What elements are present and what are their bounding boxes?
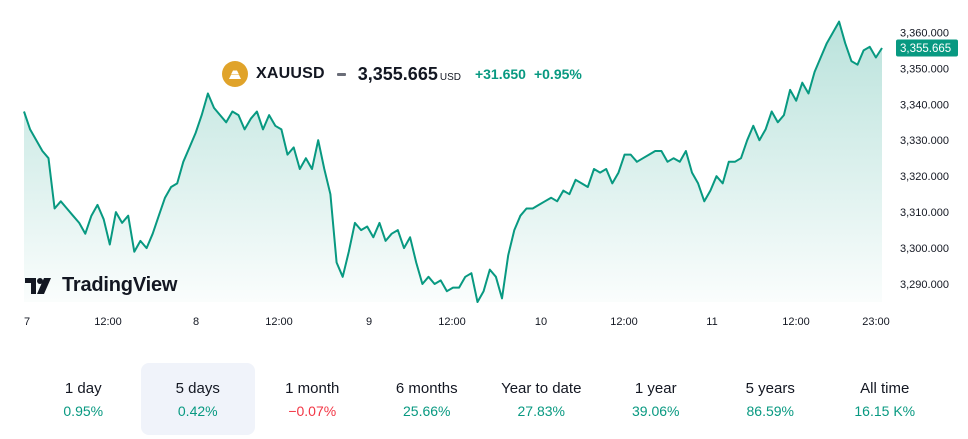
period-change: 27.83%: [517, 402, 565, 419]
period-label: 1 day: [64, 379, 102, 397]
x-axis: 7 12:00 8 12:00 9 12:00 10 12:00 11 12:00 23:00: [24, 316, 890, 328]
x-tick-label: 12:00: [265, 316, 293, 328]
period-tab-1[interactable]: 5 days 0.42%: [140, 363, 255, 435]
gold-bars-icon: [222, 61, 248, 87]
last-value-marker: 3,355.665: [896, 39, 958, 57]
separator-dash: [336, 72, 346, 76]
symbol-legend: XAUUSD 3,355.665 USD +31.650 +0.95%: [222, 60, 590, 88]
x-tick-label: 23:00: [862, 316, 890, 328]
y-tick-label: 3,290.000: [900, 279, 949, 291]
symbol-name: XAUUSD: [256, 65, 325, 82]
x-tick-label: 9: [366, 316, 372, 328]
x-tick-label: 10: [535, 316, 547, 328]
period-change: −0.07%: [288, 402, 337, 419]
period-label: 6 months: [395, 379, 458, 397]
y-tick-label: 3,360.000: [900, 27, 949, 39]
x-tick-label: 11: [706, 316, 717, 328]
period-label: 5 years: [745, 379, 795, 397]
y-tick-label: 3,350.000: [900, 63, 949, 75]
period-change: 39.06%: [632, 402, 680, 419]
period-label: 1 year: [634, 379, 677, 397]
period-change: 0.42%: [177, 402, 218, 419]
tradingview-logo[interactable]: TradingView: [24, 274, 177, 297]
y-tick-label: 3,320.000: [900, 171, 949, 183]
x-tick-label: 7: [24, 316, 30, 328]
x-tick-label: 12:00: [438, 316, 466, 328]
period-label: Year to date: [501, 379, 582, 397]
logo-text: TradingView: [62, 274, 178, 296]
period-change: 25.66%: [403, 402, 451, 419]
currency-label: USD: [439, 71, 461, 83]
x-tick-label: 12:00: [94, 316, 122, 328]
period-tab-7[interactable]: All time 16.15 K%: [828, 363, 943, 435]
change-percent: +0.95%: [533, 66, 582, 82]
y-tick-label: 3,330.000: [900, 135, 949, 147]
x-tick-label: 8: [193, 316, 199, 328]
price-chart[interactable]: 3,290.000 3,300.000 3,310.000 3,320.000 3,33…: [0, 0, 968, 340]
period-change: 0.95%: [63, 402, 104, 419]
x-tick-label: 12:00: [610, 316, 638, 328]
y-tick-label: 3,310.000: [900, 207, 949, 219]
period-label: 1 month: [285, 379, 340, 397]
period-label: 5 days: [175, 379, 220, 397]
period-selector: 1 day 0.95% 5 days 0.42% 1 month −0.07% 6 mont…: [26, 363, 942, 435]
period-tab-4[interactable]: Year to date 27.83%: [484, 363, 599, 435]
price-line: [23, 20, 883, 303]
current-price: 3,355.665: [357, 63, 438, 84]
change-absolute: +31.650: [474, 66, 526, 82]
last-value-badge: [896, 39, 958, 57]
period-tab-5[interactable]: 1 year 39.06%: [599, 363, 714, 435]
period-change: 86.59%: [746, 402, 794, 419]
period-tab-0[interactable]: 1 day 0.95%: [26, 363, 141, 435]
y-axis: 3,290.000 3,300.000 3,310.000 3,320.000 3,33…: [900, 27, 949, 291]
period-label: All time: [860, 379, 910, 397]
period-tab-6[interactable]: 5 years 86.59%: [713, 363, 828, 435]
period-change: 16.15 K%: [854, 402, 916, 419]
last-value-label: 3,355.665: [900, 43, 951, 55]
x-tick-label: 12:00: [782, 316, 810, 328]
period-tab-3[interactable]: 6 months 25.66%: [370, 363, 485, 435]
y-tick-label: 3,300.000: [900, 243, 949, 255]
price-area-fill: [24, 21, 882, 302]
tradingview-icon: [25, 277, 51, 294]
y-tick-label: 3,340.000: [900, 99, 949, 111]
period-tab-2[interactable]: 1 month −0.07%: [255, 363, 370, 435]
